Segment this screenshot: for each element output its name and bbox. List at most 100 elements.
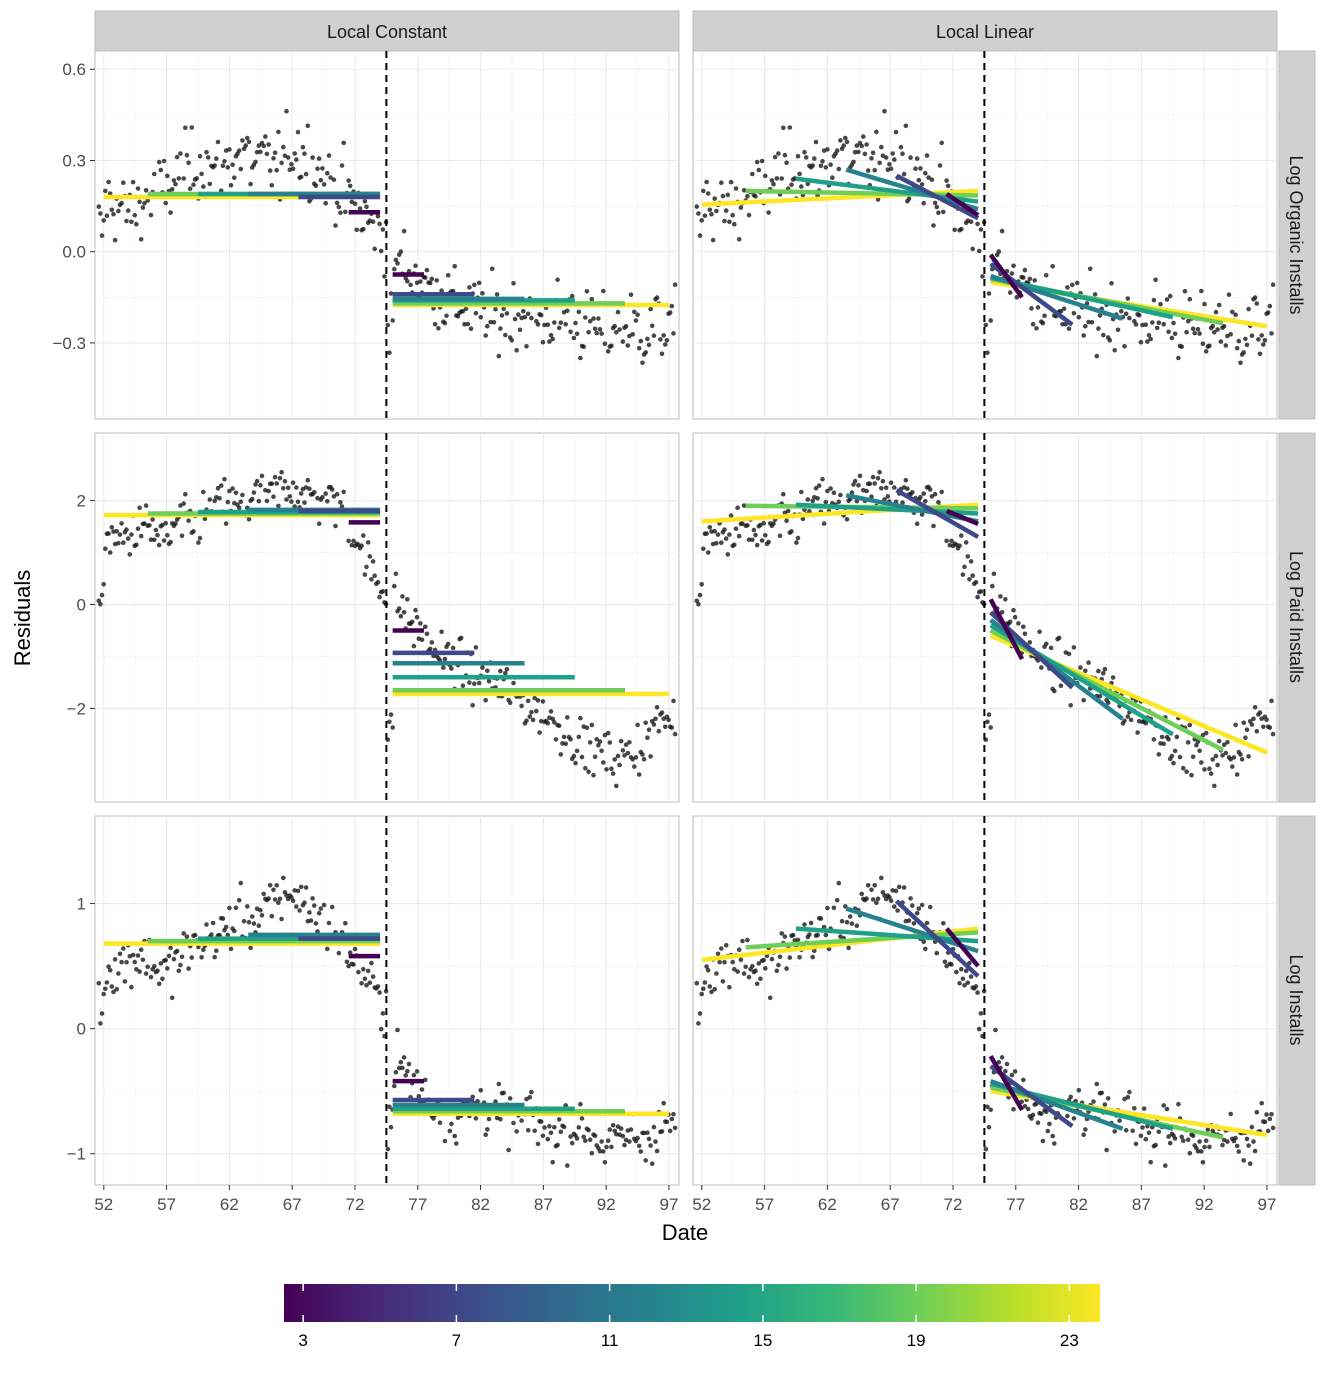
data-point — [414, 1069, 420, 1074]
data-point — [325, 499, 330, 504]
data-point — [1136, 312, 1142, 318]
data-point — [473, 645, 479, 650]
data-point — [272, 897, 278, 902]
data-point — [119, 200, 124, 206]
data-point — [714, 208, 719, 214]
data-point — [1172, 748, 1178, 754]
data-point — [165, 173, 170, 179]
data-point — [1154, 325, 1160, 331]
data-point — [364, 564, 369, 570]
data-point — [1035, 305, 1041, 310]
data-point — [427, 646, 433, 652]
data-point — [463, 306, 469, 312]
data-point — [1070, 282, 1075, 288]
data-point — [864, 142, 869, 147]
x-tick-label: 52 — [692, 1195, 711, 1214]
data-point — [633, 755, 639, 760]
data-point — [529, 1089, 534, 1095]
data-point — [1225, 740, 1230, 745]
data-point — [269, 481, 275, 487]
data-point — [761, 957, 766, 963]
data-point — [152, 964, 157, 969]
data-point — [725, 192, 731, 198]
data-point — [1081, 697, 1086, 703]
data-point — [331, 177, 337, 182]
data-point — [967, 577, 972, 582]
x-tick-label: 67 — [283, 1195, 302, 1214]
data-point — [530, 717, 536, 723]
data-point — [1101, 332, 1106, 338]
data-point — [401, 610, 407, 615]
data-point — [129, 984, 134, 990]
data-point — [568, 737, 573, 742]
data-point — [377, 990, 382, 995]
data-point — [486, 679, 492, 684]
data-point — [991, 571, 997, 577]
data-point — [116, 208, 121, 214]
data-point — [581, 344, 586, 350]
data-point — [869, 887, 874, 893]
data-point — [1042, 313, 1047, 319]
data-point — [1146, 333, 1152, 338]
data-point — [181, 176, 186, 181]
data-point — [1241, 1158, 1246, 1163]
data-point — [715, 532, 721, 537]
data-point — [1094, 353, 1100, 359]
data-point — [307, 910, 312, 915]
data-point — [1262, 338, 1268, 343]
data-point — [781, 491, 786, 497]
data-point — [388, 712, 394, 717]
data-point — [1161, 321, 1166, 327]
data-point — [1021, 1077, 1026, 1083]
data-point — [1189, 772, 1194, 778]
data-point — [1205, 1127, 1211, 1132]
data-point — [672, 1125, 678, 1131]
data-point — [632, 309, 637, 315]
data-point — [292, 504, 298, 509]
data-point — [449, 1121, 454, 1127]
data-point — [318, 906, 324, 911]
data-point — [1101, 671, 1106, 676]
data-point — [99, 592, 105, 598]
strip-label-log-installs: Log Installs — [1286, 954, 1306, 1045]
data-point — [364, 204, 369, 210]
data-point — [266, 488, 271, 494]
data-point — [1182, 289, 1188, 294]
fit-line-post-bw3 — [988, 253, 1024, 299]
data-point — [480, 291, 485, 296]
data-point — [333, 223, 338, 228]
data-point — [892, 904, 897, 909]
data-point — [1244, 727, 1250, 732]
data-point — [290, 166, 296, 171]
data-point — [934, 950, 940, 956]
data-point — [114, 986, 119, 992]
data-point — [625, 750, 631, 756]
data-point — [1246, 754, 1251, 759]
data-point — [1194, 742, 1199, 748]
data-point — [1143, 720, 1149, 726]
data-point — [107, 968, 113, 973]
data-point — [643, 1158, 648, 1163]
data-point — [818, 163, 824, 169]
data-point — [697, 592, 703, 598]
data-point — [245, 135, 250, 141]
data-point — [1105, 1096, 1111, 1101]
data-point — [879, 486, 884, 491]
data-point — [282, 478, 288, 484]
data-point — [285, 485, 291, 491]
data-point — [1249, 1124, 1255, 1130]
data-point — [906, 918, 912, 923]
x-tick-label: 62 — [818, 1195, 837, 1214]
data-point — [276, 900, 281, 905]
data-point — [769, 956, 775, 962]
panel-constant-row3 — [94, 815, 680, 1186]
data-point — [163, 957, 168, 963]
data-point — [1212, 330, 1217, 335]
data-point — [227, 147, 232, 152]
data-point — [627, 1139, 632, 1144]
data-point — [1238, 752, 1243, 757]
data-point — [137, 199, 142, 205]
data-point — [1223, 750, 1229, 756]
data-point — [609, 766, 614, 771]
data-point — [648, 1143, 653, 1148]
